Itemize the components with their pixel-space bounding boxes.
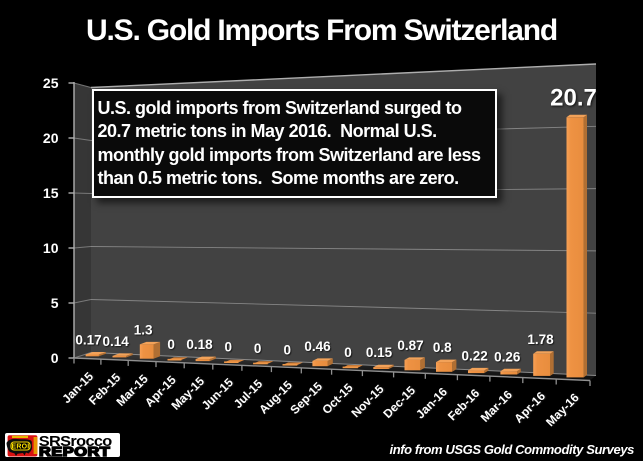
svg-text:Nov-15: Nov-15 [348, 382, 386, 420]
svg-text:0: 0 [225, 340, 233, 355]
svg-text:0.22: 0.22 [461, 348, 487, 363]
svg-text:SRSrocco: SRSrocco [39, 434, 112, 450]
svg-text:Dec-15: Dec-15 [380, 383, 418, 421]
svg-text:0.26: 0.26 [494, 349, 521, 364]
svg-text:5: 5 [51, 295, 59, 311]
svg-text:25: 25 [43, 75, 59, 91]
svg-text:Mar-16: Mar-16 [478, 387, 515, 424]
svg-text:0: 0 [254, 341, 262, 356]
svg-text:May-16: May-16 [543, 390, 582, 429]
svg-text:0.17: 0.17 [75, 333, 101, 348]
svg-text:EROI: EROI [12, 444, 30, 451]
svg-text:0.18: 0.18 [186, 337, 213, 352]
svg-text:0.87: 0.87 [397, 338, 423, 353]
svg-text:0: 0 [167, 337, 175, 352]
svg-text:Jan-16: Jan-16 [413, 384, 450, 421]
svg-text:0.15: 0.15 [366, 345, 393, 360]
svg-text:Sep-15: Sep-15 [287, 379, 325, 417]
svg-text:20.7: 20.7 [550, 85, 597, 112]
svg-text:0: 0 [344, 345, 352, 360]
svg-text:Feb-16: Feb-16 [445, 386, 482, 423]
svg-text:0: 0 [51, 350, 59, 366]
svg-text:Jun-15: Jun-15 [199, 375, 236, 412]
svg-text:1.3: 1.3 [134, 322, 153, 337]
svg-text:REPORT: REPORT [39, 446, 110, 460]
svg-text:15: 15 [43, 185, 59, 201]
svg-text:0.14: 0.14 [102, 334, 129, 349]
svg-text:0.46: 0.46 [304, 339, 331, 354]
svg-text:0.8: 0.8 [433, 340, 452, 355]
svg-text:1.78: 1.78 [527, 332, 554, 347]
svg-text:10: 10 [43, 240, 59, 256]
svg-text:20: 20 [43, 130, 59, 146]
svg-text:0: 0 [284, 342, 292, 357]
